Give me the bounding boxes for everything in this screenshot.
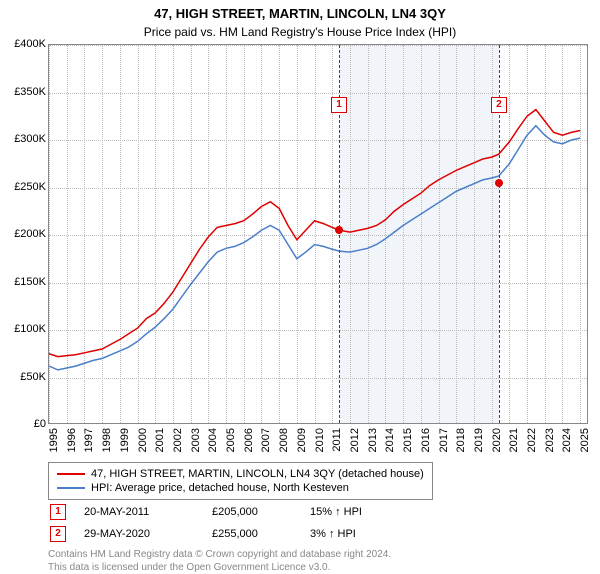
marker-dot [335, 226, 343, 234]
y-axis-label: £100K [0, 323, 46, 335]
chart-container: 47, HIGH STREET, MARTIN, LINCOLN, LN4 3Q… [0, 0, 600, 560]
transaction-price: £205,000 [212, 506, 292, 518]
y-axis-label: £150K [0, 276, 46, 288]
transaction-price: £255,000 [212, 528, 292, 540]
transaction-row: 2 29-MAY-2020 £255,000 3% ↑ HPI [48, 524, 588, 544]
transaction-marker: 1 [50, 504, 66, 520]
footer-line: Contains HM Land Registry data © Crown c… [48, 548, 588, 561]
legend-swatch [57, 487, 85, 489]
marker-number-box: 2 [491, 97, 507, 113]
transaction-date: 29-MAY-2020 [84, 528, 194, 540]
marker-number-box: 1 [331, 97, 347, 113]
y-axis-label: £300K [0, 133, 46, 145]
chart-lines [49, 45, 589, 425]
chart-subtitle: Price paid vs. HM Land Registry's House … [0, 21, 600, 43]
plot-area: 12 [48, 44, 588, 424]
y-axis-label: £50K [0, 371, 46, 383]
legend-and-footer: 47, HIGH STREET, MARTIN, LINCOLN, LN4 3Q… [48, 462, 588, 574]
transaction-diff: 3% ↑ HPI [310, 528, 390, 540]
series-line [49, 110, 580, 357]
transaction-diff: 15% ↑ HPI [310, 506, 390, 518]
legend-item: 47, HIGH STREET, MARTIN, LINCOLN, LN4 3Q… [57, 467, 424, 481]
legend-label: 47, HIGH STREET, MARTIN, LINCOLN, LN4 3Q… [91, 468, 424, 480]
transaction-marker: 2 [50, 526, 66, 542]
marker-dot [495, 179, 503, 187]
y-axis-label: £0 [0, 418, 46, 430]
legend-item: HPI: Average price, detached house, Nort… [57, 481, 424, 495]
footer-attribution: Contains HM Land Registry data © Crown c… [48, 544, 588, 574]
transaction-date: 20-MAY-2011 [84, 506, 194, 518]
legend-label: HPI: Average price, detached house, Nort… [91, 482, 349, 494]
y-axis-label: £250K [0, 181, 46, 193]
y-axis-label: £200K [0, 228, 46, 240]
legend-swatch [57, 473, 85, 475]
y-axis-label: £350K [0, 86, 46, 98]
y-axis-label: £400K [0, 38, 46, 50]
legend-box: 47, HIGH STREET, MARTIN, LINCOLN, LN4 3Q… [48, 462, 433, 500]
chart-title: 47, HIGH STREET, MARTIN, LINCOLN, LN4 3Q… [0, 0, 600, 21]
transaction-row: 1 20-MAY-2011 £205,000 15% ↑ HPI [48, 502, 588, 522]
chart-area: 12 £0£50K£100K£150K£200K£250K£300K£350K£… [48, 44, 588, 424]
footer-line: This data is licensed under the Open Gov… [48, 561, 588, 574]
